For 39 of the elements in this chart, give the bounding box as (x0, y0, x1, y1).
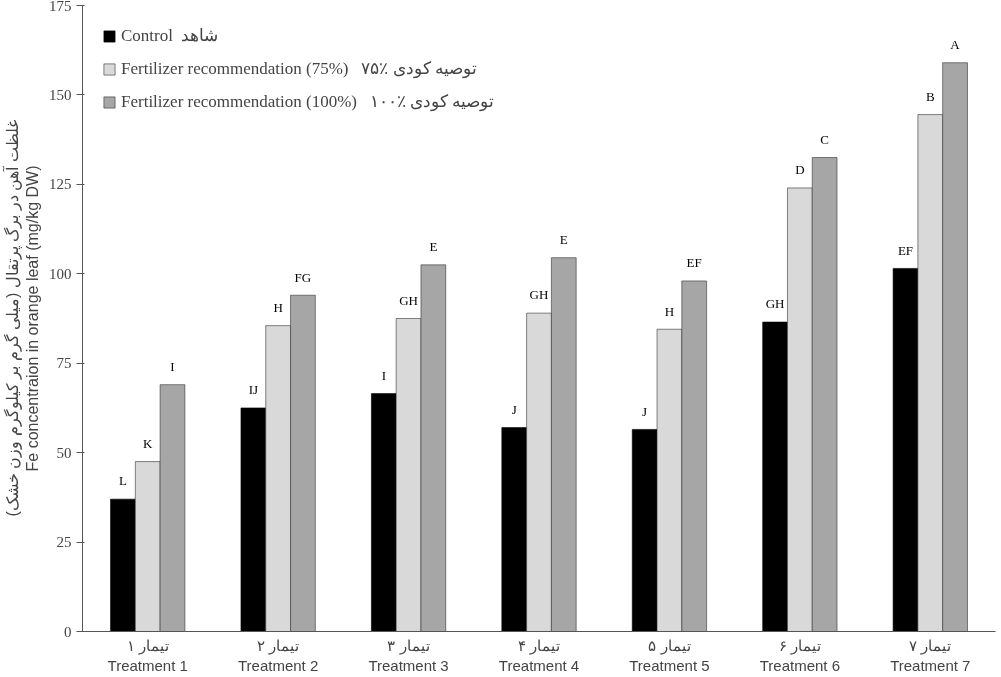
data-label: C (820, 131, 829, 147)
y-tick-label: 125 (49, 176, 72, 193)
y-tick-label: 150 (49, 86, 72, 103)
bar (762, 321, 788, 632)
data-label: A (950, 37, 961, 52)
data-label: H (664, 303, 675, 319)
data-label: IJ (248, 382, 259, 398)
bar (631, 429, 658, 632)
data-label: H (273, 299, 283, 315)
bar (110, 498, 136, 632)
data-label: K (143, 435, 154, 451)
data-label: J (642, 403, 648, 419)
data-label: I (381, 367, 386, 383)
data-label: FG (294, 269, 312, 285)
data-label: GH (765, 296, 785, 312)
y-tick-label: 0 (64, 623, 72, 640)
data-label: GH (529, 287, 549, 303)
bar (892, 268, 919, 632)
y-tick-label: 25 (56, 534, 72, 551)
bar (501, 427, 527, 632)
data-label: J (511, 401, 517, 417)
y-tick-label: 175 (49, 0, 72, 14)
data-label: B (925, 88, 935, 104)
bar (371, 393, 397, 632)
legend-label: Fertilizer recommendation (75%) ۷۵٪ توصیه کودی (121, 58, 477, 79)
data-label: I (170, 358, 175, 374)
y-tick-label: 75 (56, 355, 72, 372)
data-label: GH (399, 292, 418, 308)
data-label: D (795, 162, 805, 178)
data-label: EF (897, 242, 914, 258)
bar (240, 407, 267, 632)
data-label: E (559, 231, 568, 247)
data-label: E (429, 239, 438, 255)
legend-label: Control شاهد (121, 25, 219, 46)
y-tick-label: 100 (49, 265, 72, 282)
y-tick-label: 50 (56, 444, 72, 461)
data-label: L (118, 473, 127, 489)
legend-label: Fertilizer recommendation (100%) ۱۰۰٪ توصیه کودی (121, 91, 495, 112)
data-label: EF (686, 255, 702, 271)
